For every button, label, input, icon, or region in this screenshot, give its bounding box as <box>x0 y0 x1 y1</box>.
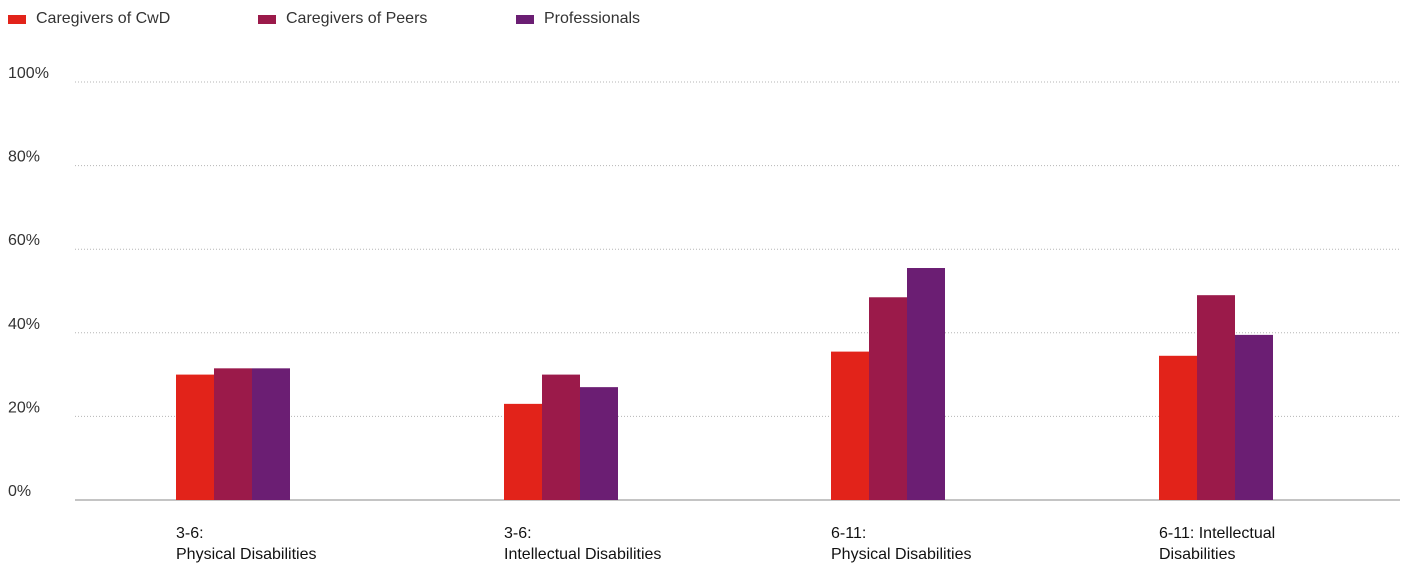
legend-item-caregivers-peers: Caregivers of Peers <box>258 10 427 28</box>
bar <box>504 403 542 500</box>
bar <box>907 268 945 500</box>
legend-swatch-caregivers-cwd <box>8 14 26 24</box>
legend-label-caregivers-cwd: Caregivers of CwD <box>36 10 171 27</box>
y-tick-label: 60% <box>8 232 40 249</box>
bar <box>869 297 907 500</box>
legend-item-professionals: Professionals <box>516 10 640 28</box>
y-tick-label: 40% <box>8 316 40 333</box>
legend-swatch-caregivers-peers <box>258 14 276 24</box>
bar <box>214 368 252 500</box>
bar <box>542 374 580 500</box>
x-category-label: Physical Disabilities <box>831 546 972 563</box>
y-tick-label: 80% <box>8 149 40 166</box>
legend-label-professionals: Professionals <box>544 10 641 27</box>
x-category-label: Physical Disabilities <box>176 546 317 563</box>
x-category-label: 6-11: Intellectual <box>1159 525 1275 542</box>
legend-item-caregivers-cwd: Caregivers of CwD <box>8 10 170 28</box>
x-category-label: 3-6: <box>504 525 532 542</box>
y-tick-label: 0% <box>8 483 31 500</box>
bar <box>1235 334 1273 500</box>
bar <box>1159 355 1197 500</box>
x-category-label: Disabilities <box>1159 546 1235 563</box>
legend-swatch-professionals <box>516 14 534 24</box>
legend-label-caregivers-peers: Caregivers of Peers <box>286 10 428 27</box>
x-category-label: 3-6: <box>176 525 204 542</box>
bar <box>580 387 618 500</box>
y-tick-label: 20% <box>8 399 40 416</box>
bar <box>176 374 214 500</box>
bar <box>831 351 869 500</box>
x-category-label: Intellectual Disabilities <box>504 546 661 563</box>
bar <box>252 368 290 500</box>
y-tick-label: 100% <box>8 65 49 82</box>
bar <box>1197 295 1235 500</box>
x-category-label: 6-11: <box>831 525 866 542</box>
